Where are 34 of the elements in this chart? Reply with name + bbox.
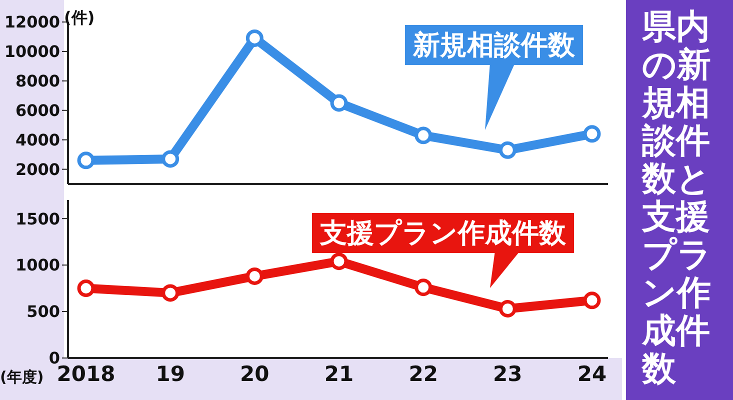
point xyxy=(414,126,432,144)
point xyxy=(330,94,348,112)
point xyxy=(498,141,516,159)
text: 新規相談件数 xyxy=(405,25,583,65)
point xyxy=(583,292,601,310)
point xyxy=(77,152,95,170)
y-axis-title: (件) xyxy=(64,8,95,29)
y-tick-label: 8000 xyxy=(15,72,60,91)
y-tick-label: 500 xyxy=(26,302,60,322)
chart-title: 県内の新規相談件数と支援プラン作成件数 xyxy=(642,7,712,389)
point xyxy=(330,252,348,270)
point xyxy=(162,150,180,168)
x-tick-label: 24 xyxy=(577,362,607,386)
x-tick-label: 19 xyxy=(156,362,185,386)
y-tick-label: 1000 xyxy=(15,256,60,275)
x-tick-label: 21 xyxy=(324,362,354,386)
x-tick-label: 20 xyxy=(240,362,270,386)
point xyxy=(246,267,264,285)
series-label: 支援プラン作成件数 xyxy=(312,213,574,253)
point xyxy=(162,284,180,302)
x-tick-label: 23 xyxy=(493,362,522,386)
y-tick-label: 2000 xyxy=(15,160,60,179)
x-tick-label: 22 xyxy=(408,362,438,386)
point xyxy=(246,29,264,47)
x-axis-title: (年度) xyxy=(0,368,44,387)
y-tick-label: 1500 xyxy=(15,209,60,228)
point xyxy=(77,280,95,298)
point xyxy=(498,300,516,318)
point xyxy=(583,125,601,143)
y-tick-label: 4000 xyxy=(15,130,60,150)
y-tick-label: 6000 xyxy=(15,101,60,120)
point xyxy=(414,278,432,296)
y-tick-label: 12000 xyxy=(4,12,60,32)
y-tick-label: 10000 xyxy=(4,42,60,62)
